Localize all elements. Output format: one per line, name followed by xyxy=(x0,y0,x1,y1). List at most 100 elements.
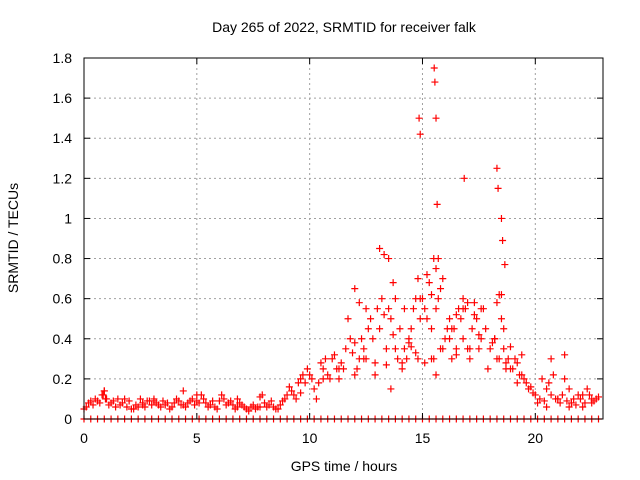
data-point xyxy=(473,315,481,323)
data-point xyxy=(328,355,336,363)
data-point xyxy=(378,295,386,303)
data-point xyxy=(437,345,445,353)
data-point xyxy=(543,385,551,393)
data-point xyxy=(433,200,441,208)
data-point xyxy=(572,401,580,409)
data-point xyxy=(585,391,593,399)
data-point xyxy=(204,403,212,411)
data-point xyxy=(351,339,359,347)
data-point xyxy=(477,305,485,313)
data-point xyxy=(312,395,320,403)
data-point xyxy=(439,275,447,283)
data-point xyxy=(380,251,388,259)
y-axis-label: SRMTID / TECUs xyxy=(5,183,21,293)
data-point xyxy=(500,325,508,333)
data-point xyxy=(464,299,472,307)
data-point xyxy=(101,395,109,403)
data-point xyxy=(581,399,589,407)
data-point xyxy=(493,164,501,172)
data-point xyxy=(267,397,275,405)
data-point xyxy=(163,399,171,407)
data-point xyxy=(376,245,384,253)
data-point xyxy=(292,395,300,403)
data-point xyxy=(285,383,293,391)
data-point xyxy=(389,279,397,287)
data-point xyxy=(452,351,460,359)
data-point xyxy=(360,345,368,353)
data-point xyxy=(434,295,442,303)
data-point xyxy=(387,315,395,323)
data-point xyxy=(346,335,354,343)
data-point xyxy=(249,401,257,409)
data-point xyxy=(525,385,533,393)
data-point xyxy=(570,395,578,403)
data-point xyxy=(99,391,107,399)
data-point xyxy=(358,335,366,343)
data-point xyxy=(414,275,422,283)
data-point xyxy=(428,325,436,333)
data-point xyxy=(376,325,384,333)
data-point xyxy=(324,371,332,379)
y-tick-label: 1.4 xyxy=(53,130,73,146)
data-point xyxy=(209,397,217,405)
data-point xyxy=(493,299,501,307)
data-point xyxy=(330,351,338,359)
data-point xyxy=(200,395,208,403)
data-point xyxy=(466,355,474,363)
data-point xyxy=(136,395,144,403)
data-point xyxy=(554,395,562,403)
data-point xyxy=(502,365,510,373)
data-point xyxy=(297,375,305,383)
data-point xyxy=(186,397,194,405)
y-tick-label: 1.6 xyxy=(53,90,73,106)
data-point xyxy=(415,114,423,122)
x-tick-label: 5 xyxy=(193,430,201,446)
data-point xyxy=(565,385,573,393)
data-point xyxy=(310,385,318,393)
series-srmtid xyxy=(80,64,602,415)
data-point xyxy=(263,403,271,411)
data-point xyxy=(233,395,241,403)
data-point xyxy=(380,311,388,319)
data-point xyxy=(452,345,460,353)
data-point xyxy=(497,214,505,222)
data-point xyxy=(547,391,555,399)
data-point xyxy=(457,315,465,323)
data-point xyxy=(170,399,178,407)
y-tick-label: 0.4 xyxy=(53,331,73,347)
data-point xyxy=(382,345,390,353)
data-point xyxy=(407,325,415,333)
data-points xyxy=(80,64,602,423)
data-point xyxy=(504,355,512,363)
data-point xyxy=(534,399,542,407)
data-point xyxy=(423,271,431,279)
data-point xyxy=(459,295,467,303)
data-point xyxy=(432,265,440,273)
data-point xyxy=(360,355,368,363)
chart-title: Day 265 of 2022, SRMTID for receiver fal… xyxy=(212,19,477,35)
data-point xyxy=(423,315,431,323)
data-point xyxy=(486,345,494,353)
data-point xyxy=(563,397,571,405)
data-point xyxy=(306,371,314,379)
data-point xyxy=(335,365,343,373)
data-point xyxy=(565,403,573,411)
data-point xyxy=(337,359,345,367)
data-point xyxy=(497,315,505,323)
data-point xyxy=(513,379,521,387)
data-point xyxy=(412,349,420,357)
data-point xyxy=(522,379,530,387)
data-point xyxy=(202,399,210,407)
data-point xyxy=(100,387,108,395)
data-point xyxy=(434,255,442,263)
data-point xyxy=(283,391,291,399)
data-point xyxy=(297,389,305,397)
data-point xyxy=(179,387,187,395)
data-point xyxy=(556,399,564,407)
data-point xyxy=(561,375,569,383)
data-point xyxy=(308,375,316,383)
data-point xyxy=(118,399,126,407)
data-point xyxy=(240,403,248,411)
data-point xyxy=(218,391,226,399)
